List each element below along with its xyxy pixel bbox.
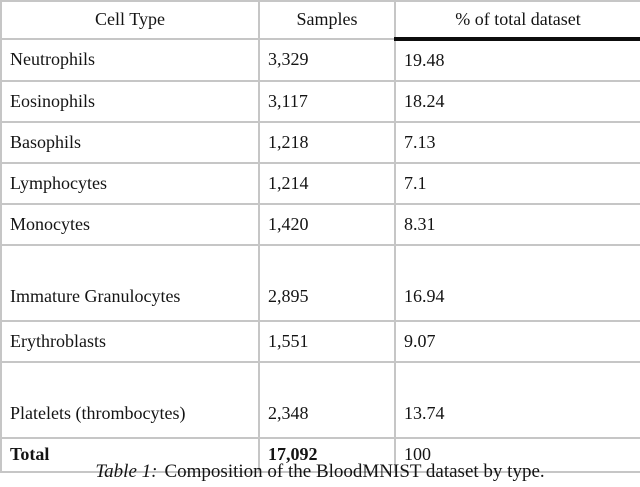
samples-cell: 1,551 — [258, 320, 396, 363]
cell-type-cell: Platelets (thrombocytes) — [0, 361, 260, 439]
samples-cell: 3,117 — [258, 80, 396, 123]
samples-cell: 1,420 — [258, 203, 396, 246]
bloodmnist-composition-table: Cell Type Samples % of total dataset Neu… — [0, 0, 640, 473]
percent-cell: 13.74 — [394, 361, 640, 439]
cell-type-cell: Total — [0, 437, 260, 473]
table-caption-label: Table 1: — [95, 461, 158, 482]
column-header-samples: Samples — [258, 0, 396, 40]
percent-cell: 7.13 — [394, 121, 640, 164]
samples-cell: 17,092 — [258, 437, 396, 473]
samples-cell: 2,895 — [258, 244, 396, 322]
table-row: Basophils 1,218 7.13 — [0, 121, 640, 164]
table-row: Monocytes 1,420 8.31 — [0, 203, 640, 246]
column-header-percent: % of total dataset — [394, 0, 640, 41]
table-row: Lymphocytes 1,214 7.1 — [0, 162, 640, 205]
table-row: Neutrophils 3,329 19.48 — [0, 38, 640, 82]
table-row: Eosinophils 3,117 18.24 — [0, 80, 640, 123]
cell-type-cell: Erythroblasts — [0, 320, 260, 363]
table-row: Immature Granulocytes 2,895 16.94 — [0, 244, 640, 322]
cell-type-cell: Eosinophils — [0, 80, 260, 123]
samples-cell: 3,329 — [258, 38, 396, 82]
cell-type-cell: Monocytes — [0, 203, 260, 246]
cell-type-cell: Basophils — [0, 121, 260, 164]
cell-type-cell: Lymphocytes — [0, 162, 260, 205]
percent-cell: 8.31 — [394, 203, 640, 246]
cell-type-cell: Neutrophils — [0, 38, 260, 82]
header-row: Cell Type Samples % of total dataset — [0, 0, 640, 41]
table-caption: Table 1: Composition of the BloodMNIST da… — [0, 461, 640, 483]
column-header-cell-type: Cell Type — [0, 0, 260, 40]
percent-cell: 19.48 — [394, 38, 640, 82]
cell-type-cell: Immature Granulocytes — [0, 244, 260, 322]
percent-cell: 7.1 — [394, 162, 640, 205]
samples-cell: 1,218 — [258, 121, 396, 164]
percent-cell: 16.94 — [394, 244, 640, 322]
table-caption-text: Composition of the BloodMNIST dataset by… — [164, 461, 545, 482]
samples-cell: 2,348 — [258, 361, 396, 439]
samples-cell: 1,214 — [258, 162, 396, 205]
table-row: Erythroblasts 1,551 9.07 — [0, 320, 640, 363]
table-row: Platelets (thrombocytes) 2,348 13.74 — [0, 361, 640, 439]
percent-cell: 18.24 — [394, 80, 640, 123]
percent-cell: 9.07 — [394, 320, 640, 363]
